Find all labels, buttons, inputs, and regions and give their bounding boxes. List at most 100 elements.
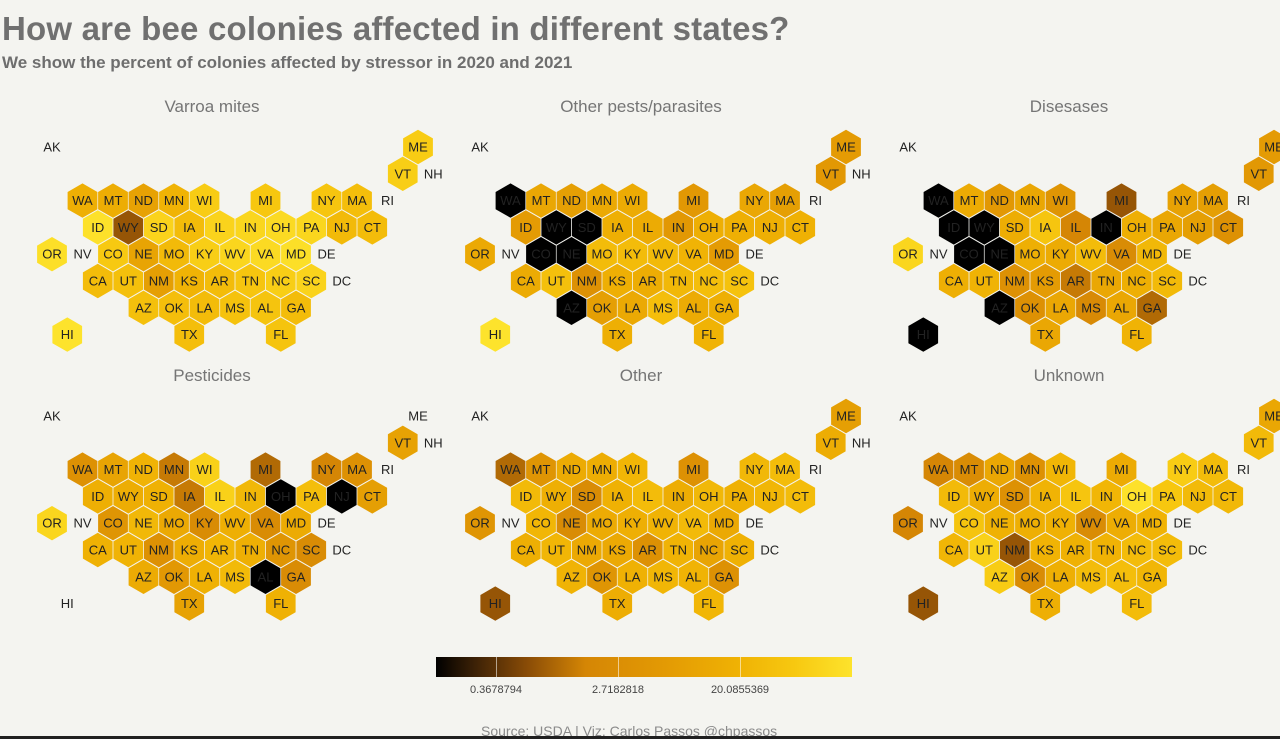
hex-nj [1182,210,1213,245]
hex-va [250,506,281,541]
hex-vt [1243,156,1274,191]
state-label-ms: MS [1081,569,1101,584]
panel-title: Unknown [1034,366,1105,385]
hex-wv [220,237,250,272]
hex-mo [159,237,189,272]
state-label-wi: WI [625,462,641,477]
hex-mi [250,183,281,218]
hex-mn [1015,183,1045,218]
state-label-vt: VT [822,166,839,181]
state-label-nh: NH [424,166,443,181]
state-label-tx: TX [181,596,198,611]
hex-ut [969,532,1000,568]
state-label-sc: SC [1158,274,1176,289]
state-label-vt: VT [394,166,411,181]
hex-ok [587,559,617,594]
state-label-ms: MS [225,300,245,315]
state-label-va: VA [685,247,702,262]
state-label-nc: NC [1127,274,1146,289]
state-label-ky: KY [624,516,642,531]
state-label-ri: RI [809,462,822,477]
state-label-ak: AK [43,409,61,424]
hex-wy [541,210,572,245]
state-label-ks: KS [1037,543,1055,558]
hex-co [98,506,128,541]
legend-tick-label: 20.0855369 [710,684,770,696]
hex-co [954,506,984,541]
hex-mi [250,452,281,487]
state-label-wy: WY [974,489,995,504]
state-label-ak: AK [899,409,917,424]
state-label-la: LA [1053,300,1069,315]
state-label-fl: FL [273,596,288,611]
state-label-dc: DC [332,274,351,289]
state-label-ar: AR [1067,274,1085,289]
hex-mo [159,506,189,541]
state-label-mi: MI [686,193,700,208]
hex-ms [220,559,250,594]
hex-ca [510,532,541,568]
state-label-oh: OH [1127,220,1147,235]
hex-ma [342,452,372,487]
state-label-al: AL [686,569,702,584]
state-label-tn: TN [242,274,259,289]
state-label-ne: NE [990,516,1008,531]
hex-fl [693,586,724,621]
hex-wa [923,452,954,487]
hex-nj [1182,479,1213,514]
state-label-fl: FL [273,327,288,342]
legend-tick-label: 2.7182818 [592,684,644,696]
state-label-ar: AR [639,543,657,558]
hex-me [1259,398,1280,434]
hex-mt [98,183,128,218]
state-label-pa: PA [1159,489,1176,504]
hex-sc [296,532,327,568]
hex-or [37,506,67,541]
state-label-il: IL [214,220,225,235]
hex-nm [999,263,1030,299]
state-label-fl: FL [701,327,716,342]
state-label-va: VA [1113,247,1130,262]
hex-wa [67,452,98,487]
hex-az [984,559,1015,594]
hex-sd [143,479,174,514]
state-label-ri: RI [1237,193,1250,208]
state-label-tn: TN [1098,274,1115,289]
hex-mt [526,183,556,218]
state-label-ga: GA [1143,300,1162,315]
state-label-al: AL [686,300,702,315]
state-label-in: IN [244,220,257,235]
panel-title: Other pests/parasites [560,97,722,116]
hex-vt [815,156,846,191]
hex-ca [510,263,541,299]
state-label-fl: FL [1129,327,1144,342]
hex-ky [189,506,220,541]
hex-pa [1152,479,1183,514]
state-label-mt: MT [104,193,123,208]
hex-tx [174,586,205,621]
hex-oh [1121,210,1152,245]
state-label-sd: SD [578,489,596,504]
state-label-la: LA [625,300,641,315]
state-label-wa: WA [928,462,949,477]
hex-ny [1167,183,1198,218]
state-label-ma: MA [775,462,795,477]
hex-nc [265,263,296,299]
hex-ok [159,290,189,325]
state-label-md: MD [714,247,734,262]
hex-ct [785,479,816,514]
hex-in [663,210,694,245]
state-label-az: AZ [563,569,580,584]
hex-wv [1076,506,1106,541]
state-label-md: MD [714,516,734,531]
hex-ct [1213,210,1244,245]
state-label-va: VA [685,516,702,531]
state-label-nh: NH [424,435,443,450]
state-label-wi: WI [625,193,641,208]
state-label-tx: TX [1037,596,1054,611]
hex-vt [387,156,418,191]
state-label-in: IN [672,489,685,504]
state-label-or: OR [42,516,62,531]
state-label-or: OR [898,516,918,531]
state-label-or: OR [42,247,62,262]
